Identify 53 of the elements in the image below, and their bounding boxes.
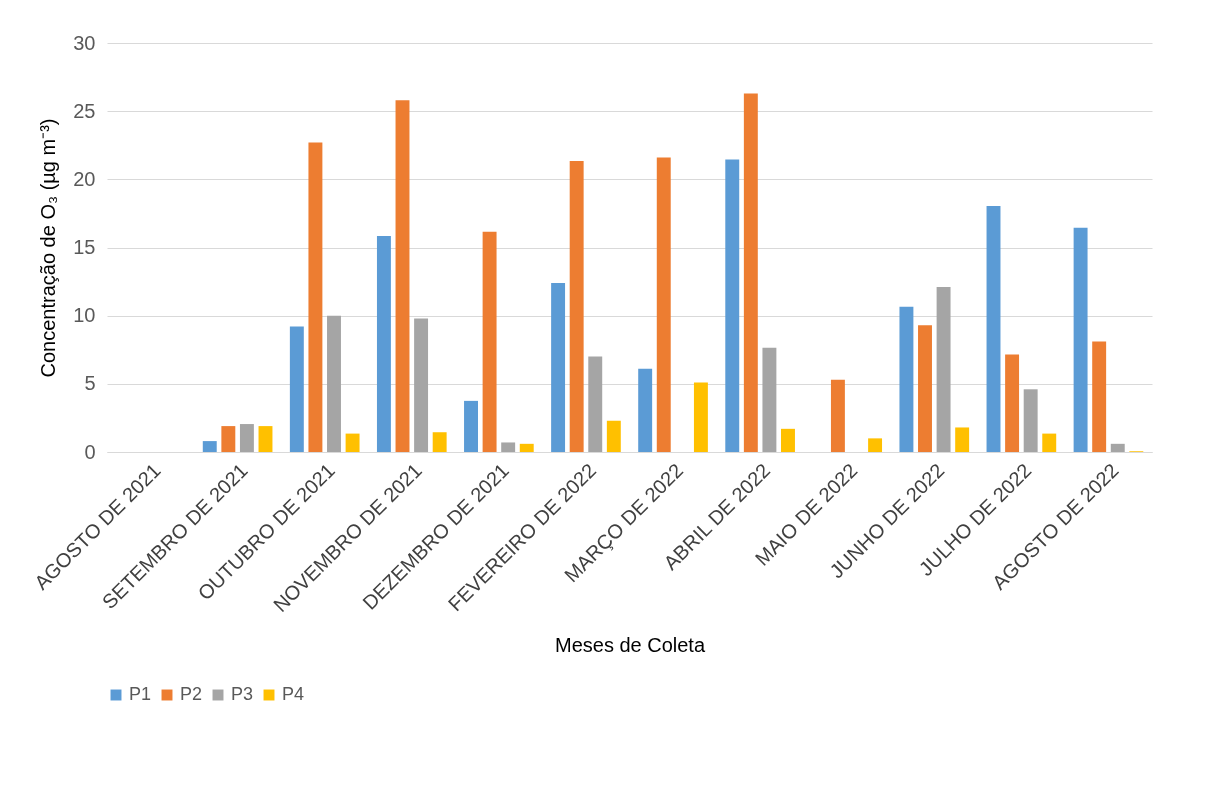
bar	[569, 160, 584, 452]
y-tick-label: 5	[84, 372, 96, 395]
legend-label: P1	[129, 684, 152, 704]
legend-label: P2	[180, 684, 203, 704]
x-axis-title: Meses de Coleta	[554, 634, 706, 657]
bar	[258, 426, 273, 452]
y-tick-label: 20	[73, 167, 96, 190]
bar	[656, 157, 671, 452]
bar	[482, 231, 497, 452]
bar	[308, 142, 323, 452]
y-tick-label: 10	[73, 304, 96, 327]
bar	[221, 426, 236, 452]
bar	[376, 235, 391, 452]
bar	[414, 318, 429, 452]
bar	[1092, 341, 1107, 452]
bar	[1023, 389, 1038, 452]
bar	[1042, 433, 1057, 452]
bar	[289, 326, 304, 452]
bar	[743, 93, 758, 452]
bar	[725, 159, 740, 452]
bar	[830, 379, 845, 452]
bar	[551, 282, 566, 452]
bar	[239, 424, 254, 452]
y-tick-label: 25	[73, 99, 96, 122]
bar	[588, 356, 603, 452]
y-axis-title: Concentração de O₃ (µg m⁻³)	[37, 118, 60, 378]
bar	[762, 347, 777, 452]
bar	[327, 315, 341, 452]
bar	[899, 306, 914, 452]
bar	[519, 443, 534, 452]
bar	[606, 420, 621, 452]
bar	[1073, 227, 1088, 452]
bar	[345, 433, 360, 452]
bar	[1110, 443, 1125, 452]
bar	[781, 428, 795, 452]
bar	[955, 427, 970, 452]
bar	[464, 400, 478, 452]
bar	[432, 432, 447, 452]
bar	[501, 442, 516, 452]
bar	[638, 368, 653, 452]
bar	[1005, 354, 1020, 452]
bar	[202, 441, 217, 452]
y-tick-label: 0	[84, 440, 96, 463]
legend-label: P3	[231, 684, 254, 704]
bar	[868, 438, 883, 452]
bar	[395, 100, 410, 452]
bar	[693, 382, 708, 452]
legend-label: P4	[282, 684, 305, 704]
bar	[936, 287, 951, 452]
bar	[918, 325, 932, 452]
bar	[986, 205, 1001, 452]
y-tick-label: 15	[73, 236, 96, 258]
y-tick-label: 30	[73, 31, 96, 54]
